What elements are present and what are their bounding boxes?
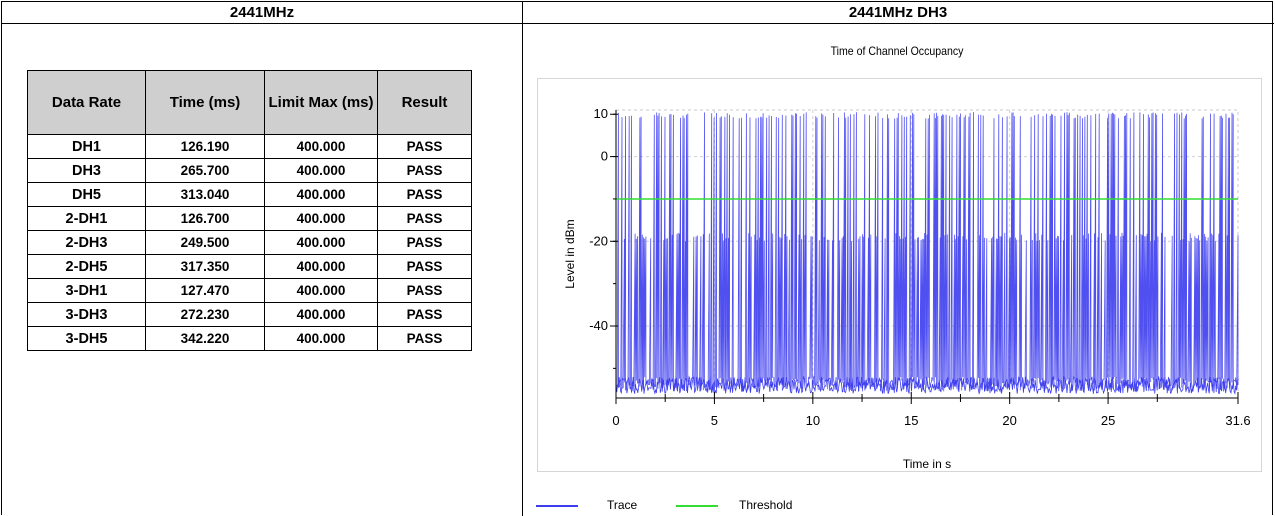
y-tick-label: 0 <box>601 149 608 164</box>
data-rate-cell: DH1 <box>27 134 146 159</box>
y-axis-label: Level in dBm <box>563 219 577 288</box>
data-rate-cell: 2-DH1 <box>27 206 146 231</box>
y-tick-label: 10 <box>594 106 608 121</box>
table-row: 2-DH1 126.700 400.000 PASS <box>27 206 472 231</box>
x-tick-label: 10 <box>806 413 820 428</box>
x-tick-label: 25 <box>1101 413 1115 428</box>
table-row: 3-DH3 272.230 400.000 PASS <box>27 302 472 327</box>
time-cell: 317.350 <box>145 254 265 279</box>
data-rate-cell: 3-DH3 <box>27 302 146 327</box>
right-header: 2441MHz DH3 <box>848 4 948 21</box>
data-rate-cell: DH3 <box>27 158 146 183</box>
limit-cell: 400.000 <box>264 230 378 255</box>
time-cell: 313.040 <box>145 182 265 207</box>
x-tick-label: 0 <box>612 413 619 428</box>
x-tick-label: 5 <box>711 413 718 428</box>
chart-title: Time of Channel Occupancy <box>830 44 964 58</box>
column-divider <box>522 2 523 516</box>
data-rate-cell: 3-DH5 <box>27 326 146 351</box>
x-tick-label: 20 <box>1002 413 1016 428</box>
time-cell: 127.470 <box>145 278 265 303</box>
y-tick-label: -20 <box>589 233 608 248</box>
header-row: 2441MHz 2441MHz DH3 <box>2 2 1274 24</box>
result-cell: PASS <box>377 302 472 327</box>
time-cell: 272.230 <box>145 302 265 327</box>
col-limit-max: Limit Max (ms) <box>264 70 378 135</box>
time-cell: 265.700 <box>145 158 265 183</box>
table-row: DH1 126.190 400.000 PASS <box>27 134 472 159</box>
table-row: 3-DH5 342.220 400.000 PASS <box>27 326 472 351</box>
time-cell: 342.220 <box>145 326 265 351</box>
col-result: Result <box>377 70 472 135</box>
x-tick-label: 15 <box>904 413 918 428</box>
plot-frame <box>537 78 1262 472</box>
legend-trace-label: Trace <box>607 498 638 512</box>
result-cell: PASS <box>377 230 472 255</box>
table-row: 3-DH1 127.470 400.000 PASS <box>27 278 472 303</box>
trace-line <box>615 112 1239 392</box>
legend-trace-swatch <box>536 505 578 507</box>
legend-threshold-swatch <box>676 505 718 507</box>
table-row: DH3 265.700 400.000 PASS <box>27 158 472 183</box>
results-table: Data Rate Time (ms) Limit Max (ms) Resul… <box>27 70 472 351</box>
limit-cell: 400.000 <box>264 254 378 279</box>
x-tick-label: 31.6 <box>1225 413 1250 428</box>
result-cell: PASS <box>377 278 472 303</box>
result-cell: PASS <box>377 254 472 279</box>
result-cell: PASS <box>377 182 472 207</box>
legend-threshold-label: Threshold <box>739 498 793 512</box>
limit-cell: 400.000 <box>264 134 378 159</box>
y-tick-label: -40 <box>589 318 608 333</box>
table-row: 2-DH5 317.350 400.000 PASS <box>27 254 472 279</box>
table-header-row: Data Rate Time (ms) Limit Max (ms) Resul… <box>27 70 472 135</box>
trace-noise <box>615 375 1239 395</box>
result-cell: PASS <box>377 326 472 351</box>
x-axis-label: Time in s <box>903 457 951 471</box>
legend: Trace Threshold <box>521 485 921 515</box>
table-row: DH5 313.040 400.000 PASS <box>27 182 472 207</box>
left-header: 2441MHz <box>229 4 295 21</box>
limit-cell: 400.000 <box>264 182 378 207</box>
col-data-rate: Data Rate <box>27 70 146 135</box>
limit-cell: 400.000 <box>264 326 378 351</box>
